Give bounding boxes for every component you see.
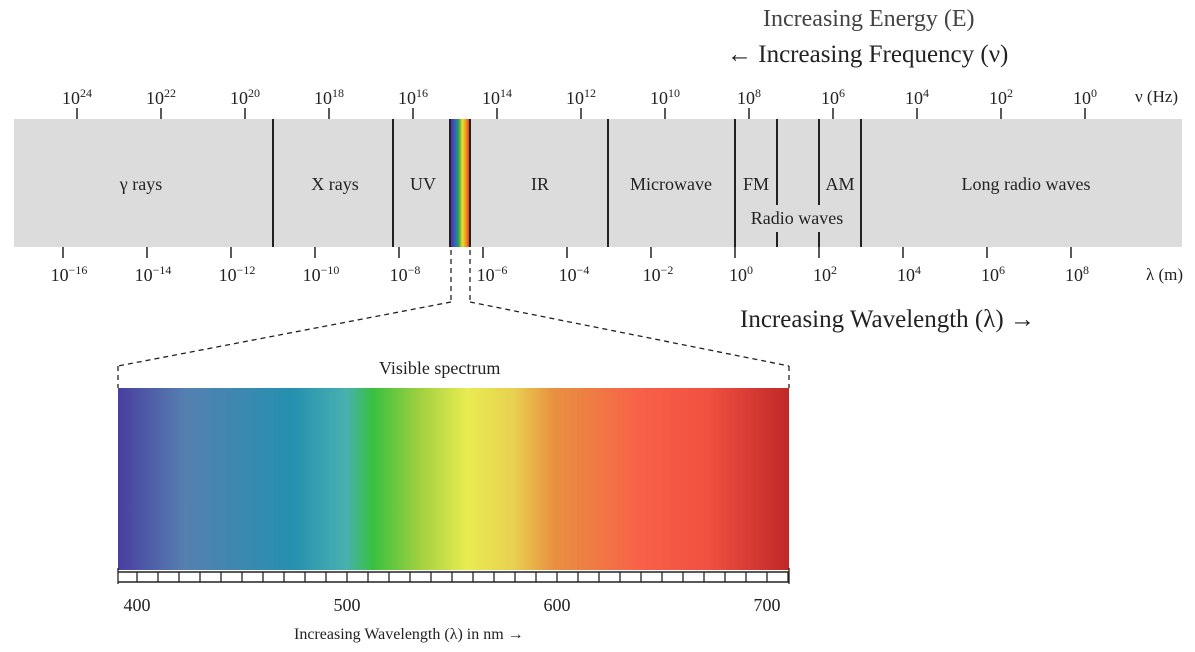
freq-label: 1014 [482, 86, 512, 108]
region-label-microwave: Microwave [630, 174, 712, 194]
region-label-radio: Radio waves [751, 208, 843, 228]
energy-heading: Increasing Energy (E) [763, 6, 975, 32]
freq-label: 104 [905, 86, 929, 108]
freq-label: 1016 [398, 86, 428, 108]
wave-label: 108 [1065, 263, 1089, 285]
region-label-am: AM [825, 174, 854, 194]
visible-spectrum-title: Visible spectrum [379, 358, 501, 378]
wave-label: 106 [981, 263, 1005, 285]
nm-label-400: 400 [124, 595, 151, 615]
wave-label: 104 [897, 263, 921, 285]
zoom-left-diagonal [117, 301, 452, 367]
region-label-ir: IR [531, 174, 549, 194]
wave-label: 10−14 [135, 263, 172, 285]
visible-slice [451, 119, 470, 247]
frequency-unit: ν (Hz) [1135, 87, 1179, 106]
zoom-right-diagonal [469, 301, 790, 367]
wave-label: 10−10 [303, 263, 340, 285]
region-label-uv: UV [410, 174, 436, 194]
wave-label: 100 [729, 263, 753, 285]
wavelength-heading: Increasing Wavelength (λ) → [740, 306, 1035, 333]
freq-label: 1018 [314, 86, 344, 108]
freq-label: 1024 [62, 86, 92, 108]
wavelength-tick-labels: 10−16 10−14 10−12 10−10 10−8 10−6 10−4 1… [51, 263, 1089, 285]
freq-label: 102 [989, 86, 1013, 108]
frequency-heading: ← Increasing Frequency (ν) [727, 41, 1009, 68]
region-label-xray: X rays [311, 174, 359, 194]
nm-label-500: 500 [334, 595, 361, 615]
wavelength-ticks [62, 247, 1072, 258]
freq-label: 1010 [650, 86, 680, 108]
wave-label: 10−8 [390, 263, 421, 285]
wave-label: 10−4 [559, 263, 590, 285]
wavelength-unit: λ (m) [1146, 265, 1184, 284]
region-label-long-radio: Long radio waves [962, 174, 1091, 194]
freq-label: 1020 [230, 86, 260, 108]
frequency-ticks [76, 108, 1086, 119]
spectrum-band [14, 119, 1182, 247]
freq-label: 106 [821, 86, 845, 108]
region-labels: γ rays X rays UV IR Microwave FM Radio w… [119, 174, 1091, 228]
frequency-tick-labels: 1024 1022 1020 1018 1016 1014 1012 1010 … [62, 86, 1097, 108]
nm-axis-label: Increasing Wavelength (λ) in nm → [294, 626, 524, 643]
freq-label: 1022 [146, 86, 176, 108]
wave-label: 102 [813, 263, 837, 285]
wave-label: 10−2 [643, 263, 674, 285]
region-label-fm: FM [743, 174, 769, 194]
wave-label: 10−6 [477, 263, 508, 285]
nm-tick-labels: 400 500 600 700 [124, 595, 781, 615]
zoom-connectors [117, 250, 790, 388]
nm-ruler [117, 568, 790, 584]
wave-label: 10−16 [51, 263, 88, 285]
freq-label: 100 [1073, 86, 1097, 108]
region-label-gamma: γ rays [119, 174, 162, 194]
wave-label: 10−12 [219, 263, 256, 285]
nm-label-600: 600 [544, 595, 571, 615]
visible-spectrum-bar [118, 388, 789, 570]
nm-label-700: 700 [754, 595, 781, 615]
ruler-ticks [117, 568, 790, 584]
freq-label: 108 [737, 86, 761, 108]
freq-label: 1012 [566, 86, 596, 108]
region-dividers [272, 119, 862, 247]
